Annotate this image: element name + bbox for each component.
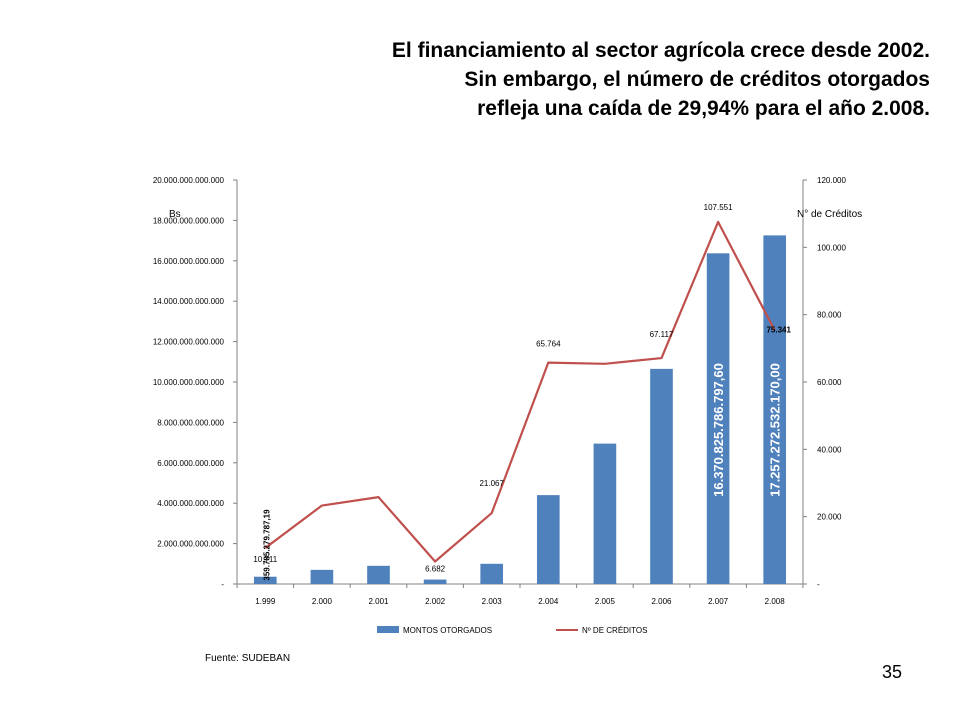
x-tick-label: 2.006 bbox=[651, 597, 672, 606]
left-tick-label: 20.000.000.000.000 bbox=[153, 176, 225, 185]
line-data-label: 21.067 bbox=[479, 479, 504, 488]
bar bbox=[650, 368, 673, 584]
source-note: Fuente: SUDEBAN bbox=[205, 653, 291, 664]
bars-layer bbox=[253, 235, 787, 585]
x-tick-label: 2.001 bbox=[368, 597, 389, 606]
title-line-2: Sin embargo, el número de créditos otorg… bbox=[464, 68, 930, 91]
left-tick-label: 2.000.000.000.000 bbox=[157, 540, 224, 549]
right-tick-label: 120.000 bbox=[817, 176, 846, 185]
x-tick-label: 2.004 bbox=[538, 597, 559, 606]
right-tick-label: 60.000 bbox=[817, 378, 842, 387]
bar bbox=[253, 576, 277, 584]
line-data-label: 67.117 bbox=[650, 330, 674, 339]
axes-layer: - 2.000.000.000.000 4.000.000.000.000 6.000… bbox=[153, 176, 862, 606]
credits-line bbox=[264, 220, 776, 563]
x-tick-label: 1.999 bbox=[255, 597, 276, 606]
title-line-1: El financiamiento al sector agrícola cre… bbox=[391, 39, 930, 62]
left-tick-label: - bbox=[221, 580, 224, 589]
left-tick-label: 4.000.000.000.000 bbox=[157, 499, 224, 508]
x-tick-label: 2.003 bbox=[482, 597, 503, 606]
legend-bar-swatch bbox=[377, 626, 399, 633]
bar bbox=[763, 235, 787, 585]
y-right-axis-title: N° de Créditos bbox=[797, 209, 862, 220]
x-tick-label: 2.005 bbox=[595, 597, 616, 606]
labels-layer: 10.711 6.682 21.067 65.764 67.117 107.551 75.3… bbox=[253, 203, 791, 581]
right-tick-label: - bbox=[817, 580, 820, 589]
legend: MONTOS OTORGADOS Nº DE CRÉDITOS bbox=[377, 626, 647, 635]
bar-data-label: 359.785.279.787,19 bbox=[262, 509, 271, 581]
y-left-axis-title: Bs bbox=[169, 209, 181, 220]
legend-bar-label: MONTOS OTORGADOS bbox=[403, 626, 492, 635]
x-tick-label: 2.002 bbox=[425, 597, 446, 606]
left-tick-label: 14.000.000.000.000 bbox=[153, 297, 225, 306]
bar-data-label: 17.257.272.532.170,00 bbox=[768, 363, 783, 497]
bar bbox=[480, 563, 504, 584]
right-tick-label: 20.000 bbox=[817, 513, 842, 522]
right-tick-label: 100.000 bbox=[817, 243, 846, 252]
right-tick-label: 80.000 bbox=[817, 311, 842, 320]
left-tick-label: 10.000.000.000.000 bbox=[153, 378, 225, 387]
line-data-label: 107.551 bbox=[704, 203, 733, 212]
title-line-3: refleja una caída de 29,94% para el año … bbox=[477, 97, 930, 120]
bar bbox=[536, 495, 560, 584]
left-tick-label: 12.000.000.000.000 bbox=[153, 338, 225, 347]
bar bbox=[310, 569, 334, 584]
bar bbox=[706, 253, 730, 584]
slide-title: El financiamiento al sector agrícola cre… bbox=[210, 36, 930, 123]
bar bbox=[367, 565, 390, 584]
left-tick-label: 8.000.000.000.000 bbox=[157, 418, 224, 427]
x-tick-label: 2.000 bbox=[312, 597, 333, 606]
line-data-label: 6.682 bbox=[425, 565, 446, 574]
line-data-label: 10.711 bbox=[253, 555, 277, 564]
page-number: 35 bbox=[881, 662, 902, 682]
legend-line-label: Nº DE CRÉDITOS bbox=[582, 626, 647, 635]
left-tick-label: 18.000.000.000.000 bbox=[153, 216, 225, 225]
line-data-label: 75.341 bbox=[766, 325, 791, 334]
bar bbox=[593, 443, 617, 584]
right-tick-label: 40.000 bbox=[817, 445, 842, 454]
line-layer bbox=[264, 220, 776, 563]
bar bbox=[423, 579, 447, 584]
left-tick-label: 6.000.000.000.000 bbox=[157, 459, 224, 468]
x-tick-label: 2.008 bbox=[765, 597, 786, 606]
left-tick-label: 16.000.000.000.000 bbox=[153, 257, 225, 266]
x-tick-label: 2.007 bbox=[708, 597, 729, 606]
line-data-label: 65.764 bbox=[536, 340, 561, 349]
bar-data-label: 16.370.825.786.797,60 bbox=[711, 363, 726, 497]
